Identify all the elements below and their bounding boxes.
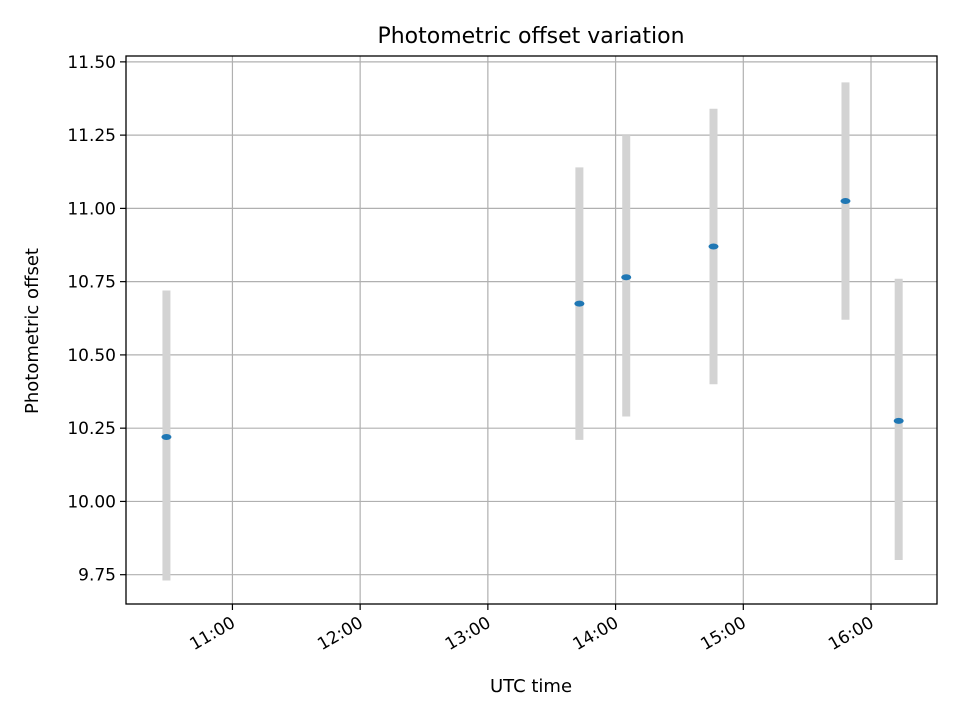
y-tick-label: 10.75 <box>67 273 116 293</box>
data-point <box>621 274 632 281</box>
data-point <box>893 417 904 424</box>
chart-title: Photometric offset variation <box>377 24 684 49</box>
x-axis-label: UTC time <box>490 676 572 697</box>
y-tick-label: 10.00 <box>67 492 116 512</box>
data-point <box>840 198 851 205</box>
y-tick-label: 10.50 <box>67 346 116 366</box>
y-ticks: 9.75 10.00 10.25 10.50 10.75 11.00 11.25 11.50 <box>67 53 126 586</box>
y-tick-label: 9.75 <box>78 566 116 586</box>
data-point <box>161 433 172 440</box>
y-tick-label: 11.25 <box>67 126 116 146</box>
y-tick-label: 11.50 <box>67 53 116 73</box>
y-tick-label: 10.25 <box>67 419 116 439</box>
grid <box>126 56 937 604</box>
y-axis-label: Photometric offset <box>22 248 43 414</box>
data-point <box>574 300 585 307</box>
points <box>161 198 904 440</box>
data-point <box>708 243 719 250</box>
plot-frame <box>125 55 938 605</box>
y-tick-label: 11.00 <box>67 199 116 219</box>
